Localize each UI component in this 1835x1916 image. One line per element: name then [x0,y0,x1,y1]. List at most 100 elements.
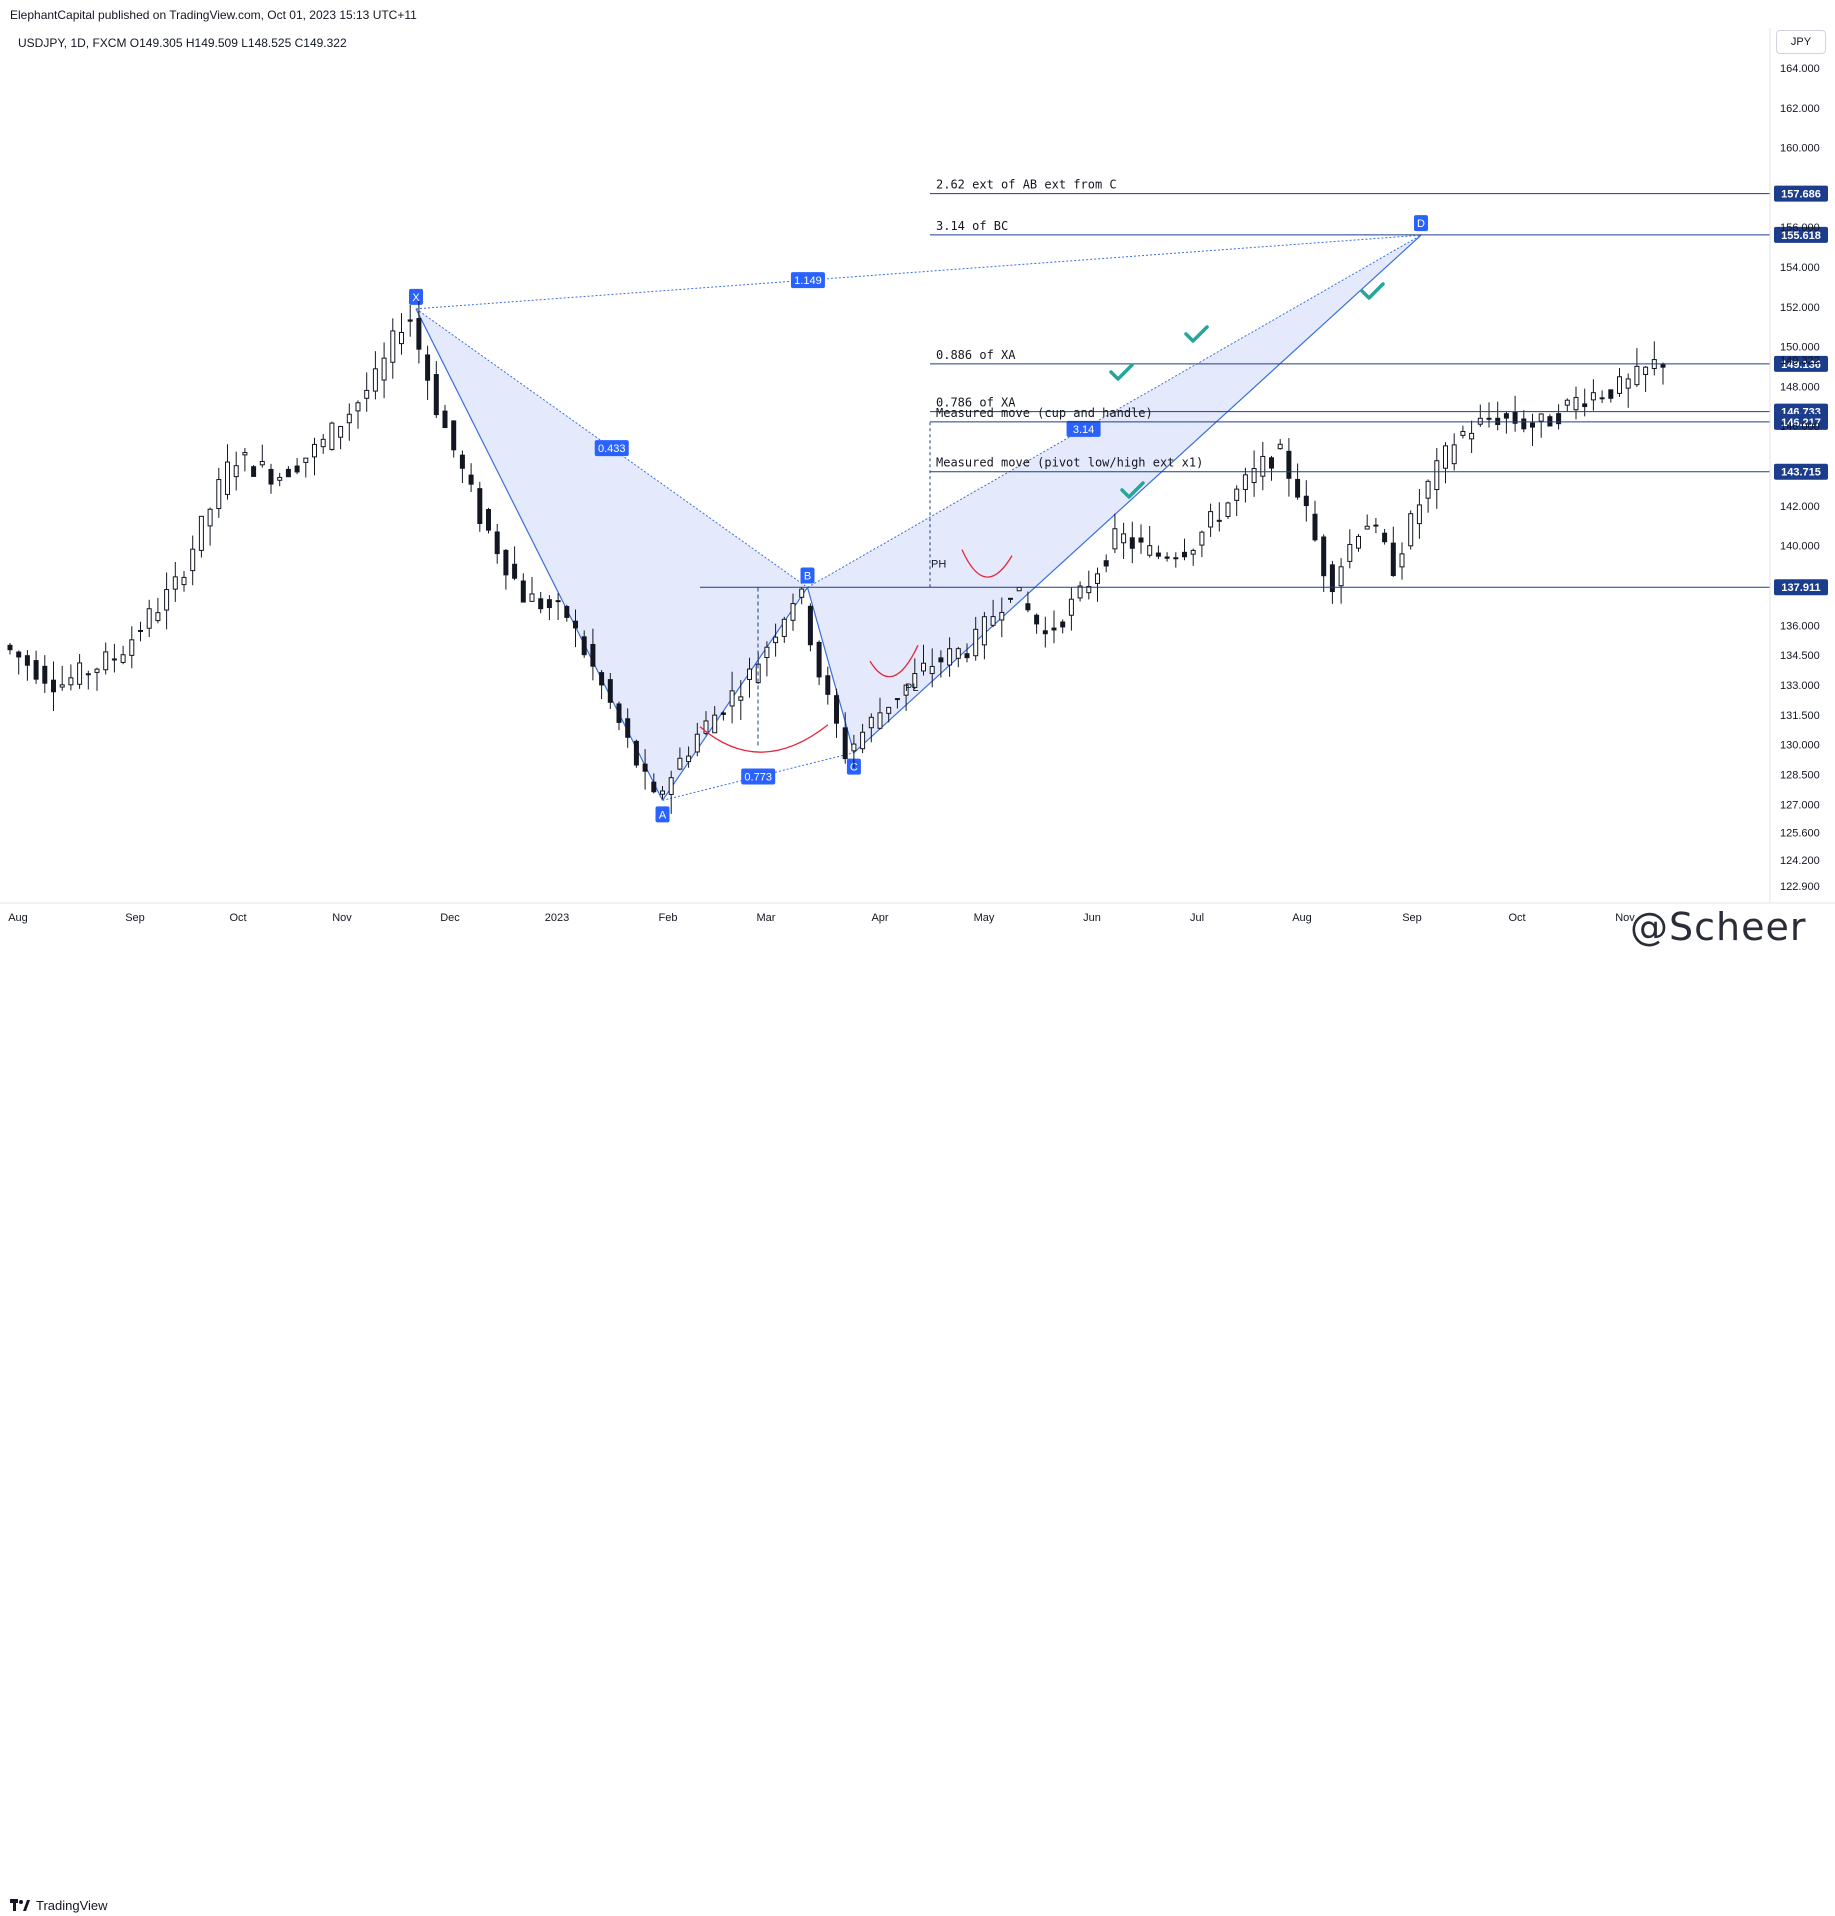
candle-up [660,790,665,795]
candle-down [1321,536,1327,577]
candle-down [85,673,91,676]
level-label: Measured move (pivot low/high ext x1) [936,456,1203,470]
candle-down [938,657,944,663]
candle-up [860,731,866,750]
x-tick-label: Oct [229,912,246,924]
check-mark-icon [1120,481,1145,499]
candle-up [338,425,344,438]
candle-down [1382,532,1388,543]
y-tick-label: 133.000 [1780,680,1820,692]
pattern-point-A: A [655,806,670,823]
pattern-point-B: B [800,567,815,584]
ratio-badge-label: 3.14 [1073,424,1094,436]
candle-up [877,712,883,729]
candle-down [1312,513,1318,541]
candle-down [607,679,613,703]
candle-up [1234,488,1240,501]
candle-up [955,648,961,659]
candle-up [1277,443,1283,450]
candle-up [677,757,683,770]
candle-down [573,620,578,629]
candle-down [590,643,596,667]
y-tick-label: 130.000 [1780,740,1820,752]
level-price-tag-text: 137.911 [1781,582,1820,594]
x-tick-label: May [974,912,995,924]
candle-down [477,488,483,524]
candle-up [781,618,787,637]
candle-down [1103,560,1109,567]
tradingview-logo[interactable]: TradingView [10,1898,108,1913]
pattern-point-badge [1414,215,1428,232]
candle-down [1303,495,1309,507]
candle-down [546,599,552,609]
candle-up [894,698,900,701]
candle-up [799,588,805,598]
x-tick-label: Aug [8,912,28,924]
candle-down [633,740,639,766]
candle-down [599,672,605,686]
candle-up [921,662,926,672]
candle-up [68,677,74,686]
ratio-badge: 3.14 [1066,420,1101,437]
y-tick-label: 136.000 [1780,620,1820,632]
x-axis[interactable]: Aug Sep Oct Nov Dec 2023 Feb Mar Apr May Jun Jul Aug… [0,902,1835,924]
candle-down [1025,603,1031,611]
candles [7,300,1666,814]
candle-down [1512,411,1518,424]
publisher-text: ElephantCapital published on TradingView… [10,8,417,22]
candle-up [1095,573,1100,584]
ratio-badge: 0.773 [741,768,776,785]
candle-down [251,466,257,477]
candle-up [747,668,752,680]
candle-up [703,720,709,734]
level-price-tag-text: 157.686 [1781,189,1821,201]
level-price-tag: 137.911 [1774,579,1828,596]
candle-up [181,576,187,586]
candle-up [1460,430,1466,436]
candle-down [1269,457,1274,469]
candle-up [886,706,892,714]
last-price-tag: 149.322 [1780,355,1820,367]
level-price-tag-text: 155.618 [1781,230,1821,242]
y-axis[interactable]: 164.000 162.000 160.000 156.000 154.000 152.0… [1769,28,1820,903]
candle-down [520,580,526,603]
candle-down [842,727,848,760]
cup-arc [699,724,829,753]
footer: TradingView [0,944,1835,1913]
pattern-dotted-connector [415,234,1422,310]
candle-down [1390,542,1396,577]
level-price-tag-bg [1774,185,1828,202]
candle-up [912,673,918,688]
check-mark-icon [1109,363,1134,381]
currency-selector[interactable]: JPY [1776,30,1826,54]
candle-up [346,413,352,424]
candle-up [277,476,283,481]
candle-up [1225,502,1231,518]
pattern-point-label: X [412,292,420,304]
level-price-tag: 155.618 [1774,226,1828,243]
x-tick-label: Nov [1615,912,1635,924]
candle-up [329,422,335,450]
x-tick-label: Jul [1190,912,1204,924]
level-price-tag-text: 146.217 [1781,417,1821,429]
candle-up [1112,528,1118,550]
y-tick-label: 122.900 [1780,881,1820,893]
candle-down [1216,519,1222,522]
pattern-fill-xab [416,308,808,801]
level-price-tag: 157.686 [1774,185,1828,202]
candle-up [303,457,309,463]
handle-arc-2 [961,549,1013,578]
candle-down [24,655,30,666]
candle-up [146,608,152,629]
y-tick-label: 149.322 [1780,355,1820,367]
candle-down [16,651,22,658]
candle-down [1042,630,1048,635]
ratio-badge-bg [1066,420,1101,437]
pattern-point-badge [655,806,670,823]
candle-up [1538,413,1544,422]
candle-down [1660,364,1666,368]
candle-down [42,665,48,684]
candle-down [451,420,457,451]
candle-up [738,696,744,701]
